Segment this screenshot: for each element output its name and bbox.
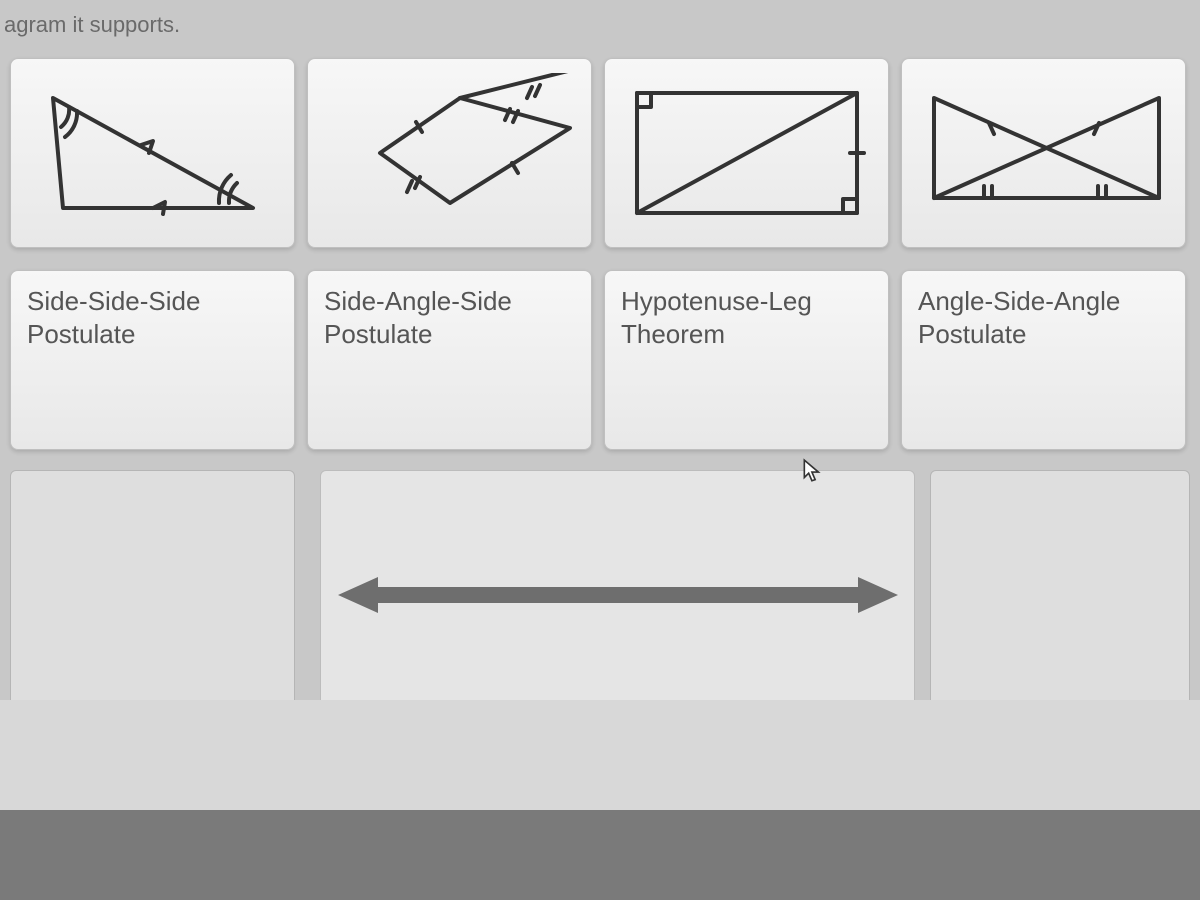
crossing-triangles-icon (914, 73, 1174, 233)
bottom-light-band (0, 700, 1200, 810)
label-text: Hypotenuse-Leg Theorem (621, 285, 872, 350)
label-text: Side-Angle-Side Postulate (324, 285, 575, 350)
diagram-card-4[interactable] (901, 58, 1186, 248)
label-card-asa[interactable]: Angle-Side-Angle Postulate (901, 270, 1186, 450)
label-text: Angle-Side-Angle Postulate (918, 285, 1169, 350)
header-fragment: agram it supports. (0, 12, 180, 38)
rectangle-diagonal-icon (617, 73, 877, 233)
slider-zone[interactable] (320, 470, 915, 720)
label-text: Side-Side-Side Postulate (27, 285, 278, 350)
triangle-angle-icon (23, 73, 283, 233)
label-row: Side-Side-Side Postulate Side-Angle-Side… (10, 270, 1186, 450)
diagram-row (10, 58, 1186, 248)
drop-zone-right[interactable] (930, 470, 1190, 720)
cursor-icon (800, 458, 826, 484)
bottom-dark-band (0, 810, 1200, 900)
diagram-card-2[interactable] (307, 58, 592, 248)
diagram-card-1[interactable] (10, 58, 295, 248)
label-card-sss[interactable]: Side-Side-Side Postulate (10, 270, 295, 450)
label-card-hl[interactable]: Hypotenuse-Leg Theorem (604, 270, 889, 450)
label-card-sas[interactable]: Side-Angle-Side Postulate (307, 270, 592, 450)
rhombus-ticks-icon (320, 73, 580, 233)
double-arrow-icon (338, 577, 898, 613)
drop-zone-left[interactable] (10, 470, 295, 720)
diagram-card-3[interactable] (604, 58, 889, 248)
